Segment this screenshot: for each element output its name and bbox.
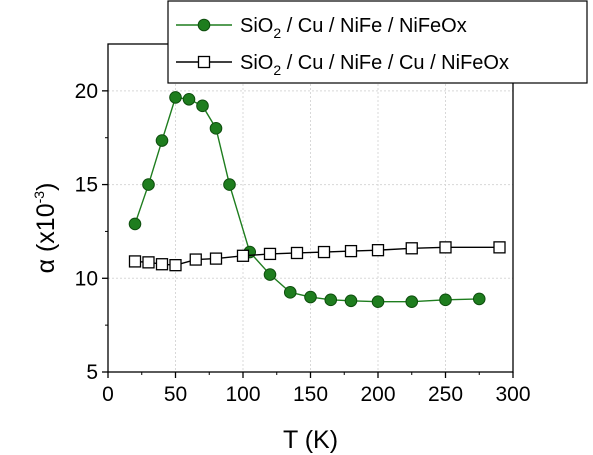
y-tick-label-20: 20 (75, 80, 98, 103)
axis-ticks (102, 90, 514, 378)
series-2-point-3 (155, 258, 169, 271)
series-2-point-12 (371, 244, 385, 257)
legend-marker-series-2 (197, 55, 211, 69)
x-tick-labels: 0 50 100 150 200 250 300 (102, 383, 530, 406)
y-axis-title: α (x10-3) (31, 183, 60, 274)
series-2-point-8 (263, 247, 277, 261)
legend-label-series-1-post: / Cu / NiFe / NiFeOx (281, 15, 467, 37)
series-2 (128, 241, 506, 272)
series-1-point-7 (209, 122, 223, 135)
legend-label-series-1-sub: 2 (273, 25, 281, 41)
series-2-point-2 (142, 256, 155, 269)
series-2-point-9 (290, 246, 304, 260)
series-1-point-16 (405, 295, 419, 309)
series-layer (128, 91, 506, 309)
x-tick-label-150: 150 (293, 383, 328, 406)
y-axis-title-close: ) (32, 183, 60, 191)
legend-marker-shape-1 (197, 18, 211, 32)
series-1-point-13 (324, 293, 338, 307)
legend-label-series-1-pre: SiO (240, 15, 273, 37)
series-1-point-12 (304, 290, 317, 304)
legend-box (167, 0, 588, 84)
series-2-point-15 (493, 241, 506, 254)
series-2-point-4 (169, 259, 182, 272)
legend-label-series-2: SiO2 / Cu / NiFe / Cu / NiFeOx (240, 52, 509, 78)
legend: SiO2 / Cu / NiFe / NiFeOx SiO2 / Cu / Ni… (167, 0, 588, 84)
series-2-point-5 (189, 253, 202, 266)
series-2-point-14 (439, 241, 452, 254)
series-2-point-7 (236, 249, 250, 262)
series-2-point-11 (344, 244, 358, 258)
grid (108, 44, 513, 372)
series-1-point-3 (155, 134, 169, 147)
series-1-point-2 (142, 178, 155, 191)
legend-marker-shape-2 (197, 55, 211, 69)
series-2-point-1 (128, 255, 142, 268)
series-1-point-4 (169, 91, 182, 104)
series-1-point-10 (263, 268, 277, 281)
y-axis-title-main: α (x10 (32, 203, 60, 273)
series-2-point-13 (405, 242, 418, 255)
x-tick-label-100: 100 (225, 383, 260, 406)
y-tick-label-15: 15 (75, 174, 98, 197)
series-1-point-17 (439, 293, 452, 307)
series-1 (128, 91, 486, 309)
x-tick-label-0: 0 (102, 383, 114, 406)
x-tick-label-250: 250 (428, 383, 463, 406)
legend-label-series-2-sub: 2 (273, 62, 281, 78)
series-1-point-5 (182, 92, 196, 106)
legend-label-series-2-pre: SiO (240, 52, 273, 74)
series-1-point-15 (371, 295, 385, 309)
y-tick-label-5: 5 (86, 361, 98, 384)
y-tick-label-10: 10 (75, 267, 98, 290)
series-2-point-6 (209, 252, 223, 265)
legend-label-series-1: SiO2 / Cu / NiFe / NiFeOx (240, 15, 467, 41)
series-1-point-1 (128, 217, 142, 231)
legend-marker-series-1 (197, 18, 211, 32)
legend-entry-series-2: SiO2 / Cu / NiFe / Cu / NiFeOx (176, 52, 509, 78)
series-1-point-6 (196, 99, 209, 113)
series-1-point-11 (283, 286, 297, 299)
x-tick-label-300: 300 (495, 383, 530, 406)
x-axis-title: T (K) (283, 426, 338, 454)
series-1-point-14 (344, 294, 358, 308)
x-tick-label-200: 200 (360, 383, 395, 406)
y-axis-title-exponent: -3 (31, 191, 47, 204)
legend-entry-series-1: SiO2 / Cu / NiFe / NiFeOx (176, 15, 467, 41)
series-1-line (134, 96, 480, 303)
series-1-point-8 (223, 178, 236, 191)
legend-label-series-2-post: / Cu / NiFe / Cu / NiFeOx (281, 52, 509, 74)
series-2-point-10 (317, 245, 331, 259)
series-1-point-18 (472, 292, 486, 306)
x-tick-label-50: 50 (164, 383, 187, 406)
y-tick-labels: 5 10 15 20 (75, 80, 98, 384)
